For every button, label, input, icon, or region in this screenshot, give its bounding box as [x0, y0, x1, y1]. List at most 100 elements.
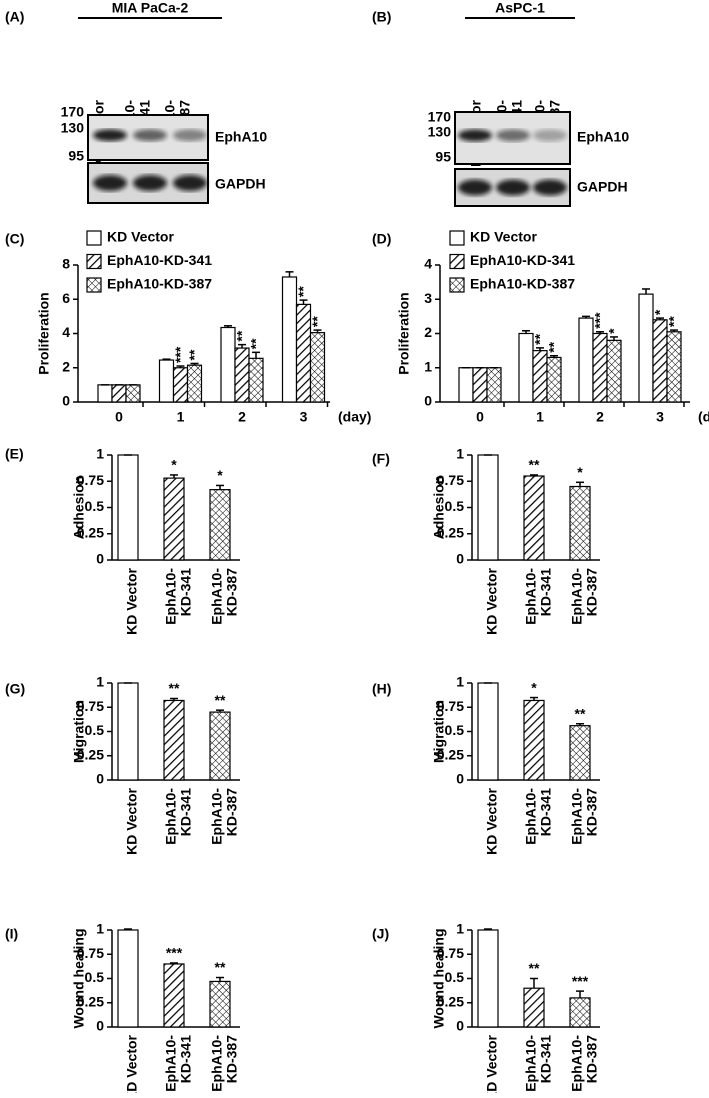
- x-tick-label: EphA10-: [569, 568, 585, 625]
- x-tick-label: 0: [115, 409, 123, 425]
- bar: [477, 454, 499, 561]
- significance: *: [171, 457, 177, 473]
- bar: [234, 347, 250, 403]
- x-tick-label: EphA10-: [523, 1035, 539, 1092]
- legend-swatch: [86, 230, 102, 246]
- significance: *: [531, 679, 537, 695]
- legend-label: EphA10-KD-387: [470, 276, 575, 292]
- significance: **: [248, 338, 264, 349]
- band: [496, 179, 530, 196]
- y-tick-label: 0: [62, 393, 70, 409]
- bar: [486, 367, 502, 403]
- bar: [163, 963, 185, 1028]
- panel-label: (H): [372, 681, 391, 697]
- bar: [569, 997, 591, 1028]
- panel-label: (G): [5, 681, 25, 697]
- band: [133, 175, 167, 191]
- bar: [666, 331, 682, 403]
- y-tick-label: 0.25: [437, 524, 464, 540]
- y-axis-title: Adhesion: [431, 476, 447, 540]
- panel-label: (F): [372, 451, 390, 467]
- bar: [163, 699, 185, 781]
- x-tick-label: KD-341: [178, 568, 194, 616]
- y-tick-label: 8: [62, 256, 70, 272]
- y-tick-label: 1: [456, 674, 464, 690]
- bar: [546, 356, 562, 403]
- x-tick-label: KD-341: [538, 568, 554, 616]
- significance: **: [529, 960, 540, 976]
- y-tick-label: 0.25: [437, 993, 464, 1009]
- y-tick-label: 0.75: [77, 472, 104, 488]
- x-tick-label: KD Vector: [124, 567, 140, 634]
- bar: [532, 350, 548, 403]
- mw-marker: 130: [428, 124, 452, 140]
- x-tick-label: KD-387: [224, 568, 240, 616]
- y-tick-label: 0.5: [445, 722, 465, 738]
- panel-label: (C): [5, 231, 24, 247]
- y-axis-title: Migration: [71, 700, 87, 763]
- y-tick-label: 0: [456, 1018, 464, 1034]
- x-tick-label: 2: [596, 409, 604, 425]
- y-tick-label: 0: [96, 771, 104, 787]
- band: [458, 129, 492, 142]
- bar: [209, 489, 231, 561]
- legend-swatch: [449, 230, 465, 246]
- bar: [523, 475, 545, 561]
- bar: [569, 725, 591, 781]
- significance: **: [529, 457, 540, 473]
- y-tick-label: 6: [62, 290, 70, 306]
- y-tick-label: 1: [456, 921, 464, 937]
- bar: [209, 980, 231, 1028]
- band: [173, 129, 207, 142]
- x-tick-label: 2: [238, 409, 246, 425]
- bar: [523, 987, 545, 1028]
- y-tick-label: 1: [424, 358, 432, 374]
- bar: [163, 477, 185, 561]
- y-tick-label: 0.5: [85, 969, 105, 985]
- bar: [117, 682, 139, 781]
- x-tick-label: 0: [476, 409, 484, 425]
- bar: [172, 367, 189, 403]
- legend-label: KD Vector: [470, 229, 537, 245]
- x-tick-label: 3: [300, 409, 308, 425]
- x-unit: (day): [338, 409, 371, 425]
- y-tick-label: 0: [456, 771, 464, 787]
- cell-line: MIA PaCa-2: [112, 0, 189, 16]
- x-tick-label: KD-387: [224, 1035, 240, 1083]
- y-tick-label: 0: [424, 393, 432, 409]
- bar: [309, 332, 326, 403]
- cell-line: AsPC-1: [495, 0, 545, 16]
- bar: [248, 357, 264, 403]
- legend-label: EphA10-KD-341: [470, 252, 575, 268]
- protein-label: EphA10: [215, 129, 267, 145]
- mw-marker: 130: [61, 120, 85, 136]
- x-tick-label: KD-387: [584, 568, 600, 616]
- significance: ***: [592, 312, 608, 329]
- bar: [477, 929, 499, 1028]
- significance: **: [532, 333, 548, 344]
- significance: *: [652, 309, 668, 315]
- x-tick-label: KD-341: [178, 788, 194, 836]
- x-tick-label: EphA10-: [163, 788, 179, 845]
- y-tick-label: 4: [62, 324, 70, 340]
- bar: [569, 485, 591, 561]
- panel-label: (A): [5, 9, 24, 25]
- x-tick-label: KD Vector: [124, 787, 140, 854]
- bar: [606, 339, 622, 403]
- y-tick-label: 0.75: [437, 472, 464, 488]
- x-tick-label: KD-387: [584, 1035, 600, 1083]
- y-tick-label: 3: [424, 290, 432, 306]
- y-axis-title: Wound healing: [431, 928, 447, 1028]
- band: [533, 129, 567, 142]
- bar: [578, 317, 594, 403]
- significance: ***: [572, 973, 589, 989]
- significance: *: [217, 467, 223, 483]
- bar: [523, 699, 545, 781]
- y-tick-label: 2: [424, 324, 432, 340]
- panel-label: (J): [372, 926, 389, 942]
- mw-marker: 95: [435, 149, 451, 165]
- mw-marker: 95: [68, 148, 84, 164]
- x-unit: (day): [698, 409, 709, 425]
- y-tick-label: 0.75: [77, 945, 104, 961]
